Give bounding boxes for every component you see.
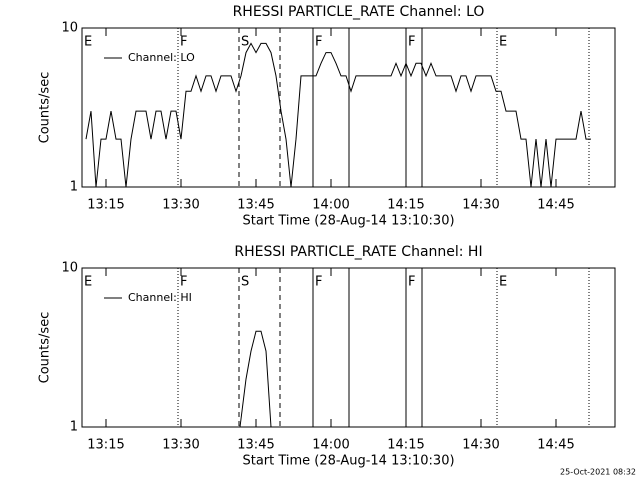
event-label: E (499, 275, 507, 290)
x-tick-label: 13:45 (237, 198, 274, 213)
data-line (239, 330, 272, 428)
y-axis-label: Counts/sec (38, 312, 53, 384)
x-tick-label: 14:45 (537, 198, 574, 213)
y-tick-label: 10 (61, 261, 78, 276)
x-tick-label: 13:15 (87, 438, 124, 453)
y-axis-label: Counts/sec (38, 72, 53, 144)
event-label: F (408, 275, 415, 290)
x-axis-label: Start Time (28-Aug-14 13:10:30) (242, 214, 454, 229)
x-tick-label: 13:30 (162, 438, 199, 453)
x-tick-label: 14:45 (537, 438, 574, 453)
event-label: E (84, 275, 92, 290)
event-label: S (241, 35, 249, 50)
x-tick-label: 14:15 (387, 198, 424, 213)
event-label: F (315, 275, 322, 290)
x-tick-label: 14:15 (387, 438, 424, 453)
x-tick-label: 13:15 (87, 198, 124, 213)
y-tick-label: 10 (61, 21, 78, 36)
event-label: F (180, 275, 187, 290)
legend-label: Channel: HI (128, 291, 192, 304)
x-tick-label: 13:45 (237, 438, 274, 453)
event-label: S (241, 275, 249, 290)
x-tick-label: 14:30 (462, 198, 499, 213)
y-tick-label: 1 (70, 180, 78, 195)
chart-title: RHESSI PARTICLE_RATE Channel: HI (234, 244, 482, 260)
event-label: E (84, 35, 92, 50)
data-line (85, 42, 591, 188)
y-tick-label: 1 (70, 420, 78, 435)
footer: 25-Oct-2021 08:32 (560, 468, 636, 477)
event-label: F (315, 35, 322, 50)
x-tick-label: 13:30 (162, 198, 199, 213)
x-tick-label: 14:30 (462, 438, 499, 453)
chart-title: RHESSI PARTICLE_RATE Channel: LO (233, 4, 485, 20)
legend-label: Channel: LO (128, 51, 195, 64)
x-axis-label: Start Time (28-Aug-14 13:10:30) (242, 454, 454, 469)
event-label: F (408, 35, 415, 50)
x-tick-label: 14:00 (312, 438, 349, 453)
x-tick-label: 14:00 (312, 198, 349, 213)
event-label: F (180, 35, 187, 50)
event-label: E (499, 35, 507, 50)
